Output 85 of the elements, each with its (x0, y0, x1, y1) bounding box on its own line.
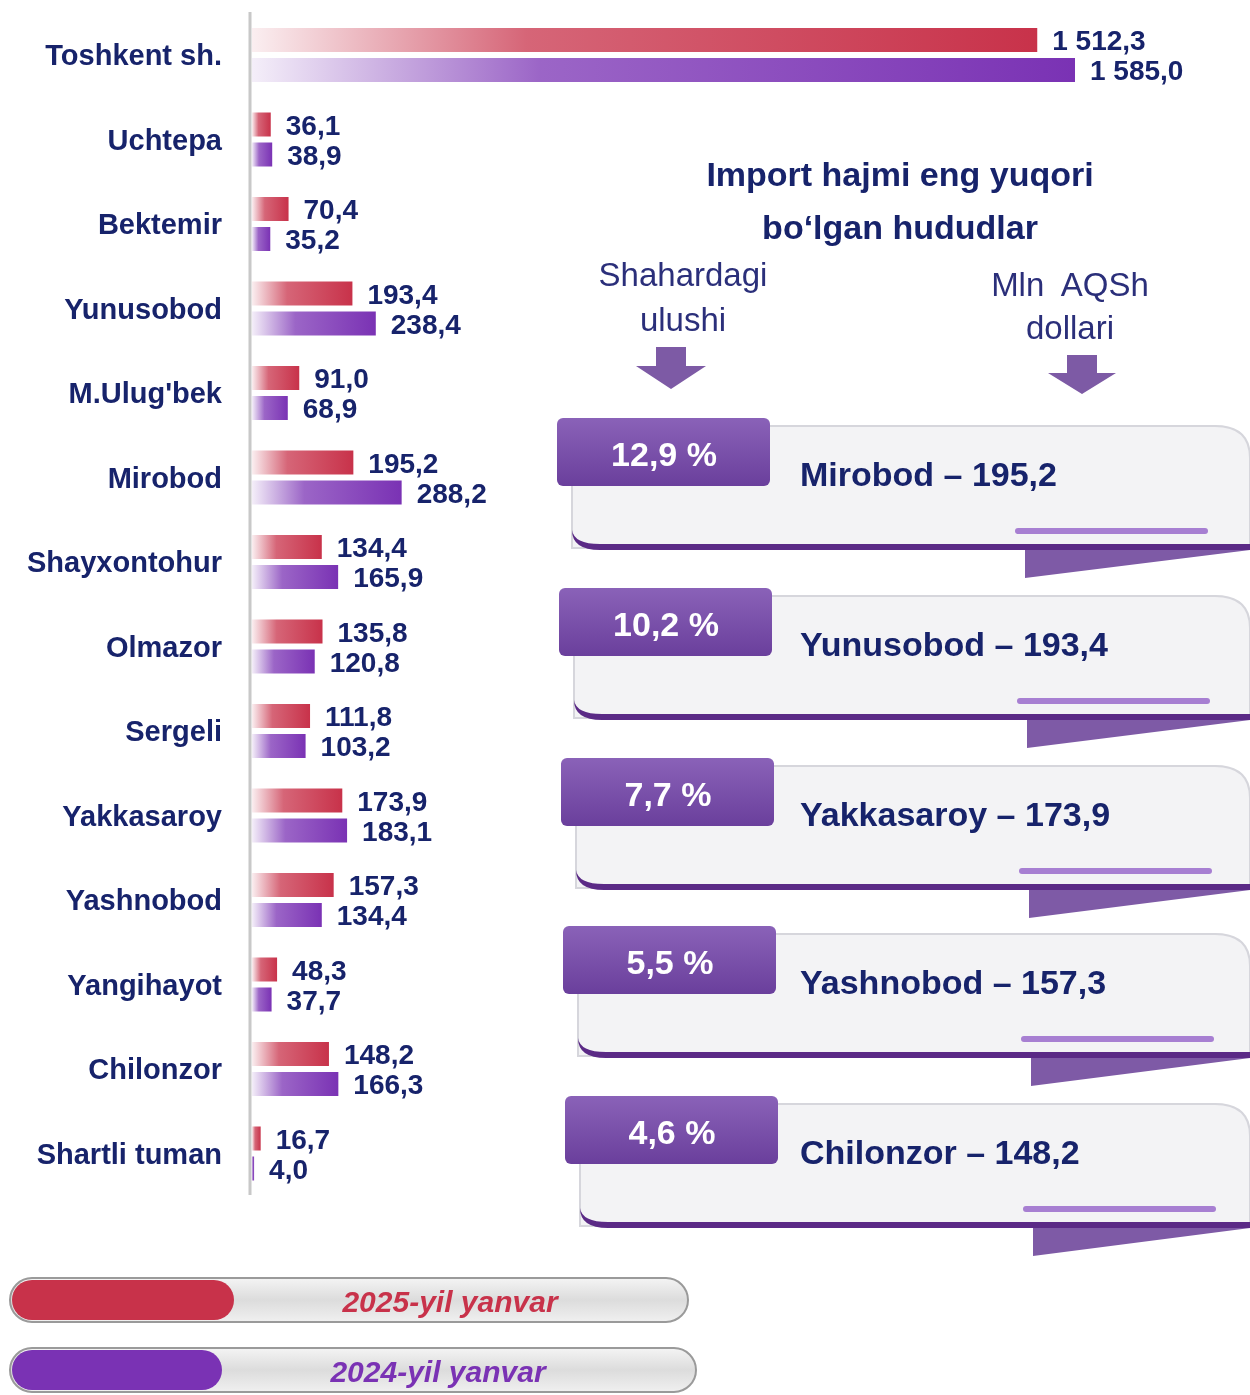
data-label: 37,7 (286, 984, 342, 1016)
y-tick-label: Chilonzor (88, 1053, 222, 1085)
annotation: 5,5 % (626, 943, 714, 981)
annotation: 10,2 % (613, 605, 719, 643)
bar (252, 396, 288, 420)
annotation: Mirobod – 195,2 (800, 455, 1057, 493)
data-label: 16,7 (275, 1123, 331, 1155)
y-tick-label: Shartli tuman (36, 1137, 222, 1170)
bar (252, 366, 300, 390)
annotation: Yunusobod – 193,4 (800, 625, 1109, 663)
bar (252, 987, 272, 1012)
bar (252, 142, 273, 167)
data-label: 120,8 (329, 646, 400, 678)
data-label: 238,4 (390, 308, 462, 340)
data-label: 135,8 (337, 616, 408, 648)
bar (252, 112, 271, 137)
bar (252, 1072, 339, 1096)
data-label: 195,2 (368, 447, 439, 479)
bar (252, 704, 311, 728)
y-tick-label: Yunusobod (64, 292, 222, 325)
data-label: 165,9 (353, 562, 424, 593)
data-label: 134,4 (336, 900, 408, 931)
data-label: 148,2 (343, 1039, 415, 1070)
y-tick-label: Mirobod (107, 461, 222, 494)
bar (252, 197, 289, 221)
y-tick-label: Toshkent sh. (45, 39, 222, 71)
bar (252, 903, 322, 927)
y-tick-label: Yashnobod (65, 884, 222, 916)
data-label: 91,0 (314, 363, 369, 394)
data-label: 103,2 (320, 731, 391, 762)
data-label: 70,4 (303, 194, 359, 225)
text: 2024-yil yanvar (329, 1355, 548, 1388)
data-label: 111,8 (325, 701, 393, 732)
annotation: Mln AQSh dollari (991, 266, 1149, 346)
annotation: 12,9 % (611, 435, 717, 473)
bar (252, 450, 354, 475)
data-label: 36,1 (285, 109, 341, 141)
data-label: 183,1 (362, 815, 433, 847)
y-tick-label: Uchtepa (107, 123, 223, 156)
y-tick-label: Olmazor (105, 630, 222, 663)
y-tick-label: Sergeli (125, 715, 222, 747)
data-label: 134,4 (336, 532, 408, 563)
bar (252, 1126, 261, 1151)
data-label: 288,2 (416, 477, 487, 509)
bar (252, 28, 1038, 52)
bar (252, 565, 339, 589)
annotation: Chilonzor – 148,2 (800, 1133, 1080, 1171)
annotation: Yakkasaroy – 173,9 (800, 795, 1111, 833)
y-tick-label: Shayxontohur (27, 546, 222, 578)
data-label: 1 585,0 (1090, 55, 1184, 86)
y-tick-label: Bektemir (97, 208, 222, 240)
data-label: 1 512,3 (1052, 25, 1146, 56)
bar (252, 873, 334, 897)
bar (252, 734, 306, 758)
bar (252, 619, 323, 644)
y-tick-label: M.Ulug'bek (68, 377, 223, 409)
data-label: 68,9 (302, 393, 358, 424)
annotation: 7,7 % (624, 775, 712, 813)
bar (252, 649, 315, 674)
data-label: 35,2 (285, 224, 340, 255)
text: Import hajmi eng yuqori bo‘lgan hududlar (706, 155, 1094, 246)
bar (252, 1042, 329, 1066)
data-label: 48,3 (292, 954, 347, 986)
annotation: Shahardagi ulushi (598, 256, 768, 338)
bar (252, 818, 348, 843)
data-label: 157,3 (348, 870, 419, 901)
y-tick-label: Yakkasaroy (62, 799, 222, 832)
data-label: 38,9 (287, 139, 342, 171)
bar (252, 480, 402, 505)
data-label: 4,0 (269, 1153, 309, 1185)
bar (252, 58, 1075, 82)
text: 2025-yil yanvar (341, 1285, 560, 1318)
data-label: 166,3 (353, 1069, 424, 1100)
y-tick-label: Yangihayot (67, 968, 223, 1001)
data-label: 193,4 (367, 278, 438, 310)
annotation: 4,6 % (628, 1113, 716, 1151)
data-label: 173,9 (357, 785, 428, 817)
bar (252, 227, 271, 251)
bar (252, 1156, 255, 1181)
bar (252, 535, 322, 559)
bar (252, 788, 343, 813)
bar (252, 281, 353, 306)
bar (252, 957, 278, 982)
annotation: Yashnobod – 157,3 (800, 963, 1107, 1001)
bar (252, 311, 376, 336)
